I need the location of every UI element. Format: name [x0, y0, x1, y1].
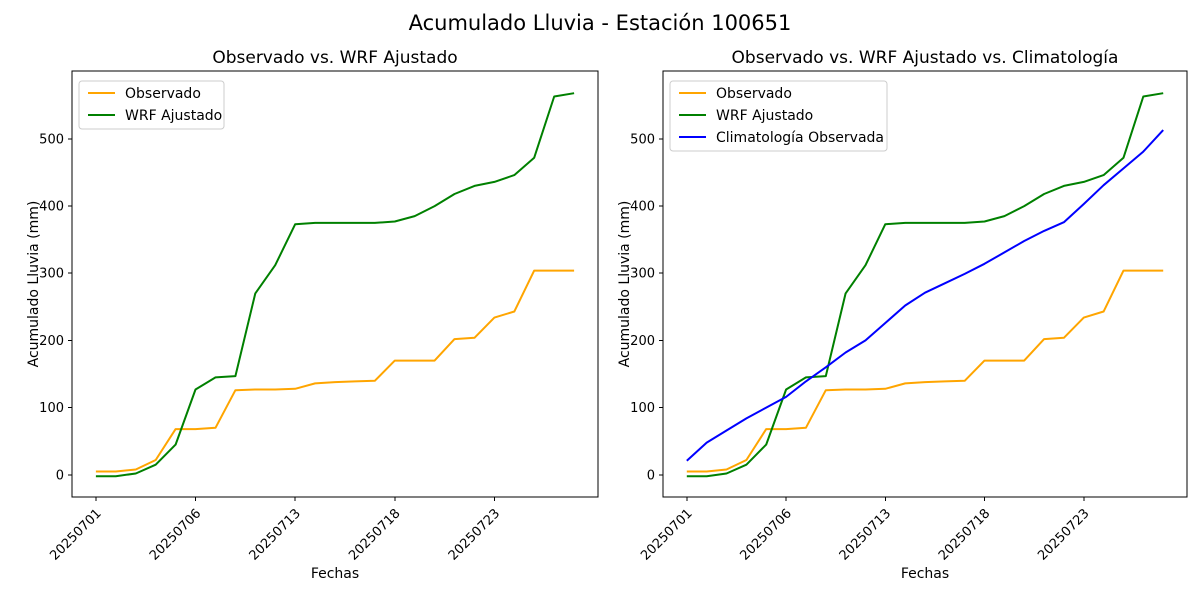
y-tick-label: 200 [39, 334, 64, 349]
legend-label-climatolog-a-observada: Climatología Observada [716, 130, 884, 146]
legend-label-wrf-ajustado: WRF Ajustado [125, 108, 222, 124]
y-tick-label: 300 [39, 267, 64, 282]
legend-box [669, 80, 888, 152]
series-line-wrf-ajustado [95, 92, 575, 478]
series-line-climatolog-a-observada [686, 129, 1164, 462]
y-tick-label: 500 [39, 132, 64, 147]
chart-title: Observado vs. WRF Ajustado vs. Climatolo… [732, 48, 1119, 68]
x-tick-label: 20250713 [837, 506, 894, 563]
y-tick-label: 300 [630, 267, 655, 282]
x-axis-label: Fechas [901, 566, 949, 582]
x-tick-label: 20250701 [638, 506, 695, 563]
y-axis-label: Acumulado Lluvia (mm) [617, 201, 633, 368]
legend: Observado WRF Ajustado [78, 80, 225, 130]
figure-title: Acumulado Lluvia - Estación 100651 [408, 11, 792, 35]
legend-label-observado: Observado [125, 86, 201, 102]
x-tick-label: 20250718 [936, 506, 993, 563]
x-tick-label: 20250706 [737, 506, 794, 563]
y-tick-label: 200 [630, 334, 655, 349]
x-tick-label: 20250723 [446, 506, 503, 563]
legend-label-observado: Observado [716, 86, 792, 102]
x-tick-label: 20250706 [147, 506, 204, 563]
y-axis-label: Acumulado Lluvia (mm) [26, 201, 42, 368]
x-tick-label: 20250701 [47, 506, 104, 563]
axes-frame [71, 70, 599, 498]
chart-panel-1: 0 100 200 300 400 500 20250701 20250706 20250713… [617, 48, 1188, 582]
y-tick-label: 0 [56, 468, 64, 483]
series-line-observado [686, 269, 1164, 473]
x-axis-label: Fechas [311, 566, 359, 582]
chart-panel-0: 0 100 200 300 400 500 20250701 20250706 20250713… [26, 48, 599, 582]
legend-box [78, 80, 225, 130]
y-tick-label: 500 [630, 132, 655, 147]
legend-label-wrf-ajustado: WRF Ajustado [716, 108, 813, 124]
series-line-observado [95, 269, 575, 473]
x-tick-label: 20250718 [346, 506, 403, 563]
y-tick-label: 0 [647, 468, 655, 483]
y-tick-label: 100 [630, 401, 655, 416]
chart-title: Observado vs. WRF Ajustado [212, 48, 457, 68]
y-tick-label: 100 [39, 401, 64, 416]
series-line-wrf-ajustado [686, 92, 1164, 478]
axes-frame [662, 70, 1188, 498]
x-tick-label: 20250723 [1035, 506, 1092, 563]
x-tick-label: 20250713 [247, 506, 304, 563]
legend: Observado WRF Ajustado Climatología Observ… [669, 80, 888, 152]
y-tick-label: 400 [630, 200, 655, 215]
y-tick-label: 400 [39, 200, 64, 215]
